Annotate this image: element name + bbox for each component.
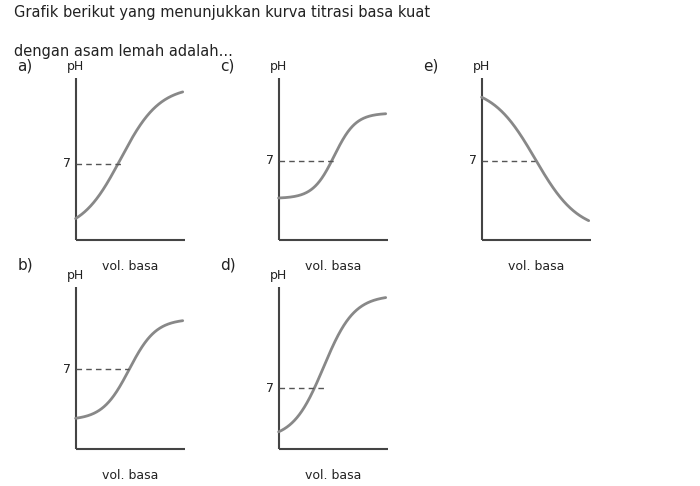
Text: pH: pH xyxy=(270,269,287,282)
Text: Grafik berikut yang menunjukkan kurva titrasi basa kuat: Grafik berikut yang menunjukkan kurva ti… xyxy=(14,5,430,20)
Text: b): b) xyxy=(18,258,33,273)
Text: pH: pH xyxy=(67,60,84,73)
Text: vol. basa: vol. basa xyxy=(304,469,361,482)
Text: a): a) xyxy=(18,58,33,73)
Text: pH: pH xyxy=(67,269,84,282)
Text: c): c) xyxy=(220,58,235,73)
Text: 7: 7 xyxy=(265,154,274,167)
Text: 7: 7 xyxy=(62,363,71,376)
Text: d): d) xyxy=(220,258,236,273)
Text: vol. basa: vol. basa xyxy=(508,260,564,273)
Text: 7: 7 xyxy=(468,154,477,167)
Text: 7: 7 xyxy=(62,157,71,170)
Text: e): e) xyxy=(424,58,439,73)
Text: 7: 7 xyxy=(265,382,274,395)
Text: pH: pH xyxy=(270,60,287,73)
Text: vol. basa: vol. basa xyxy=(102,469,158,482)
Text: pH: pH xyxy=(473,60,490,73)
Text: vol. basa: vol. basa xyxy=(102,260,158,273)
Text: vol. basa: vol. basa xyxy=(304,260,361,273)
Text: dengan asam lemah adalah...: dengan asam lemah adalah... xyxy=(14,44,233,59)
